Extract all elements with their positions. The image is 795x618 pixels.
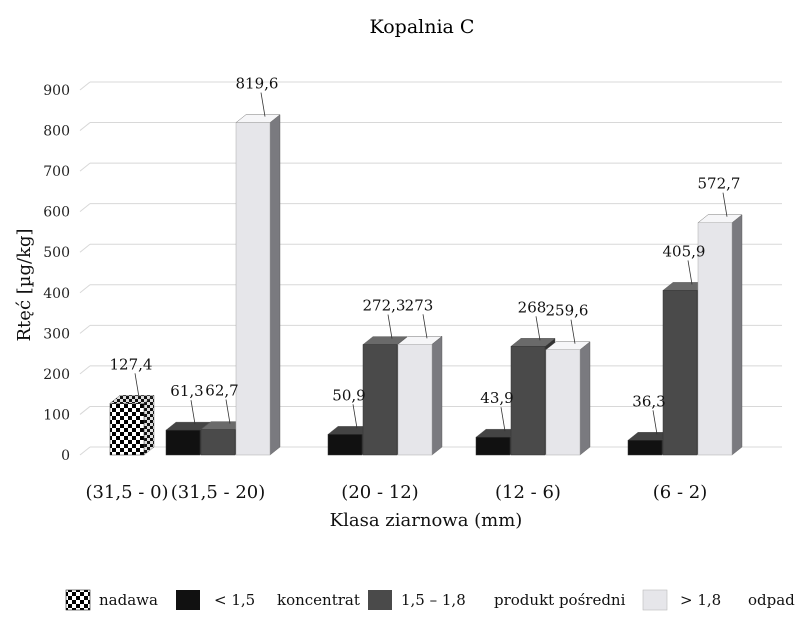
legend-label-odpad: odpad — [748, 591, 795, 609]
data-label-leader — [535, 316, 541, 341]
y-tick-label: 900 — [43, 83, 70, 99]
grid-line-diag — [79, 284, 91, 294]
bar-side — [143, 394, 155, 456]
data-label: 572,7 — [698, 175, 741, 193]
legend: nadawa < 1,5 koncentrat 1,5 – 1,8 produk… — [65, 589, 795, 611]
grid-line-diag — [79, 324, 91, 334]
bar — [165, 429, 201, 456]
y-tick-label: 100 — [43, 407, 70, 423]
grid-line-diag — [79, 203, 91, 213]
bar — [662, 290, 698, 456]
legend-swatch-15-18 — [368, 590, 392, 610]
bar — [475, 436, 511, 456]
data-label-leader — [387, 314, 393, 339]
legend-label-15-18: 1,5 – 1,8 — [401, 591, 466, 609]
data-label: 43,9 — [480, 389, 513, 407]
legend-label-koncentrat: koncentrat — [277, 591, 360, 609]
data-label: 268 — [518, 298, 547, 316]
data-label: 259,6 — [546, 302, 589, 320]
grid-line-diag — [79, 81, 91, 91]
data-label: 62,7 — [205, 382, 238, 400]
data-label-leader — [352, 404, 358, 429]
y-tick-label: 600 — [43, 205, 70, 221]
bar — [697, 222, 733, 456]
y-tick-label: 400 — [43, 286, 70, 302]
data-label: 272,3 — [363, 297, 406, 315]
x-category-label: (31,5 - 0) — [85, 482, 168, 503]
y-tick-label: 700 — [43, 164, 70, 180]
legend-label-produkt: produkt pośredni — [494, 591, 626, 609]
grid-line-diag — [79, 162, 91, 172]
grid-line-diag — [79, 446, 91, 456]
data-label: 36,3 — [632, 392, 665, 410]
x-axis-title: Klasa ziarnowa (mm) — [330, 510, 523, 531]
bar-side — [431, 335, 443, 456]
y-tick-label: 0 — [61, 448, 70, 464]
data-label: 50,9 — [332, 386, 365, 404]
data-labels: 127,4 61,3 62,7 819,6 50,9 272,3 273 43,9 268 259… — [110, 75, 741, 435]
bar — [327, 434, 363, 456]
legend-label-gt18: > 1,8 — [680, 591, 721, 609]
bar — [397, 344, 433, 456]
legend-label-lt15: < 1,5 — [214, 591, 255, 609]
y-tick-label: 500 — [43, 245, 70, 261]
bar — [200, 429, 236, 456]
data-label: 405,9 — [663, 242, 706, 260]
data-label-leader — [134, 373, 140, 398]
bar — [545, 349, 581, 456]
legend-swatch-gt18 — [642, 589, 668, 611]
y-tick-label: 300 — [43, 326, 70, 342]
bar — [362, 344, 398, 456]
data-label-leader — [260, 92, 266, 117]
bar — [627, 440, 663, 456]
grid-line-diag — [79, 243, 91, 253]
data-label-leader — [570, 319, 576, 344]
grid-line-diag — [79, 122, 91, 131]
data-label-leader — [422, 314, 428, 339]
bar-side — [579, 341, 591, 456]
legend-label-nadawa: nadawa — [99, 591, 158, 609]
bar — [109, 403, 145, 456]
x-category-label: (20 - 12) — [341, 482, 418, 503]
legend-swatch-lt15 — [176, 590, 200, 610]
y-tick-labels: 0 100 200 300 400 500 600 700 800 900 — [43, 83, 70, 464]
data-label-leader — [190, 400, 196, 425]
data-label-leader — [652, 410, 658, 435]
y-tick-label: 800 — [43, 124, 70, 140]
x-category-label: (12 - 6) — [495, 482, 561, 503]
bar — [510, 346, 546, 456]
legend-swatch-nadawa — [65, 589, 91, 611]
grid-line-diag — [79, 406, 91, 415]
grid-line-diag — [79, 365, 91, 375]
data-label: 61,3 — [170, 382, 203, 400]
data-label: 127,4 — [110, 355, 153, 373]
chart-title: Kopalnia C — [370, 16, 475, 38]
data-label-leader — [722, 192, 728, 217]
data-label-leader — [225, 399, 231, 424]
x-category-labels: (31,5 - 0) (31,5 - 20) (20 - 12) (12 - 6) (6… — [85, 482, 707, 503]
data-label-leader — [687, 260, 693, 285]
data-label-leader — [500, 407, 506, 432]
bar-side — [269, 114, 281, 456]
x-category-label: (31,5 - 20) — [171, 482, 266, 503]
bars — [109, 114, 743, 456]
x-category-label: (6 - 2) — [653, 482, 707, 503]
y-axis-title: Rtęć [µg/kg] — [14, 228, 35, 341]
bar — [235, 122, 271, 456]
data-label: 819,6 — [236, 75, 279, 93]
y-tick-label: 200 — [43, 367, 70, 383]
bar-side — [731, 214, 743, 456]
data-label: 273 — [405, 296, 434, 314]
